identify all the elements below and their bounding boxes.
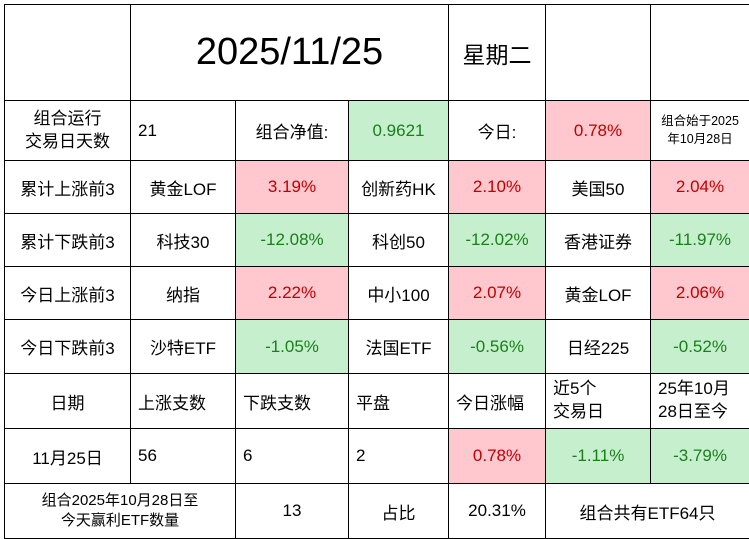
title-row: 2025/11/25 星期二 — [5, 5, 749, 101]
start-date-note: 组合始于2025 年10月28日 — [651, 101, 749, 161]
rank-row-today-down: 今日下跌前3 沙特ETF -1.05% 法国ETF -0.56% 日经225 -… — [5, 320, 749, 374]
stats-today-change: 0.78% — [449, 429, 546, 484]
footer-row: 组合2025年10月28日至 今天赢利ETF数量 13 占比 20.31% 组合… — [5, 484, 749, 539]
total-etf-note: 组合共有ETF64只 — [546, 484, 749, 539]
stats-data-row: 11月25日 56 6 2 0.78% -1.11% -3.79% — [5, 429, 749, 484]
etf-name: 创新药HK — [349, 161, 449, 214]
etf-name: 纳指 — [131, 267, 236, 320]
ratio-label: 占比 — [349, 484, 449, 539]
stats-header-today: 今日涨幅 — [449, 374, 546, 429]
stats-last5-change: -1.11% — [546, 429, 651, 484]
etf-change: -12.02% — [449, 214, 546, 267]
rank-row-cum-down: 累计下跌前3 科技30 -12.08% 科创50 -12.02% 香港证券 -1… — [5, 214, 749, 267]
etf-change: -12.08% — [236, 214, 349, 267]
run-days-label: 组合运行 交易日天数 — [5, 101, 131, 161]
stats-header-down: 下跌支数 — [236, 374, 349, 429]
stats-down-count: 6 — [236, 429, 349, 484]
run-days-value: 21 — [131, 101, 236, 161]
etf-change: 3.19% — [236, 161, 349, 214]
winning-etf-label: 组合2025年10月28日至 今天赢利ETF数量 — [5, 484, 236, 539]
report-date: 2025/11/25 — [131, 5, 449, 101]
empty-cell — [5, 5, 131, 101]
nav-value: 0.9621 — [349, 101, 449, 161]
ratio-value: 20.31% — [449, 484, 546, 539]
stats-date: 11月25日 — [5, 429, 131, 484]
today-change-value: 0.78% — [546, 101, 651, 161]
etf-name: 中小100 — [349, 267, 449, 320]
etf-name: 黄金LOF — [546, 267, 651, 320]
rank-row-cum-up: 累计上涨前3 黄金LOF 3.19% 创新药HK 2.10% 美国50 2.04… — [5, 161, 749, 214]
stats-header-flat: 平盘 — [349, 374, 449, 429]
etf-name: 沙特ETF — [131, 320, 236, 374]
rank-label-cum-up: 累计上涨前3 — [5, 161, 131, 214]
stats-header-last5: 近5个 交易日 — [546, 374, 651, 429]
portfolio-report-table: 2025/11/25 星期二 组合运行 交易日天数 21 组合净值: 0.962… — [4, 4, 749, 539]
rank-label-cum-down: 累计下跌前3 — [5, 214, 131, 267]
rank-row-today-up: 今日上涨前3 纳指 2.22% 中小100 2.07% 黄金LOF 2.06% — [5, 267, 749, 320]
today-label: 今日: — [449, 101, 546, 161]
etf-change: 2.22% — [236, 267, 349, 320]
report-weekday: 星期二 — [449, 5, 546, 101]
summary-row: 组合运行 交易日天数 21 组合净值: 0.9621 今日: 0.78% 组合始… — [5, 101, 749, 161]
stats-flat-count: 2 — [349, 429, 449, 484]
etf-name: 科创50 — [349, 214, 449, 267]
rank-label-today-up: 今日上涨前3 — [5, 267, 131, 320]
stats-header-since: 25年10月 28日至今 — [651, 374, 749, 429]
empty-cell — [546, 5, 651, 101]
etf-change: -0.52% — [651, 320, 749, 374]
rank-label-today-down: 今日下跌前3 — [5, 320, 131, 374]
etf-change: 2.07% — [449, 267, 546, 320]
etf-change: -1.05% — [236, 320, 349, 374]
etf-name: 日经225 — [546, 320, 651, 374]
stats-header-row: 日期 上涨支数 下跌支数 平盘 今日涨幅 近5个 交易日 25年10月 28日至… — [5, 374, 749, 429]
etf-name: 科技30 — [131, 214, 236, 267]
winning-etf-count: 13 — [236, 484, 349, 539]
etf-name: 黄金LOF — [131, 161, 236, 214]
etf-name: 法国ETF — [349, 320, 449, 374]
stats-since-change: -3.79% — [651, 429, 749, 484]
stats-header-date: 日期 — [5, 374, 131, 429]
etf-name: 香港证券 — [546, 214, 651, 267]
stats-up-count: 56 — [131, 429, 236, 484]
etf-change: -0.56% — [449, 320, 546, 374]
etf-change: 2.10% — [449, 161, 546, 214]
etf-name: 美国50 — [546, 161, 651, 214]
etf-change: 2.04% — [651, 161, 749, 214]
etf-change: 2.06% — [651, 267, 749, 320]
stats-header-up: 上涨支数 — [131, 374, 236, 429]
etf-change: -11.97% — [651, 214, 749, 267]
nav-label: 组合净值: — [236, 101, 349, 161]
empty-cell — [651, 5, 749, 101]
